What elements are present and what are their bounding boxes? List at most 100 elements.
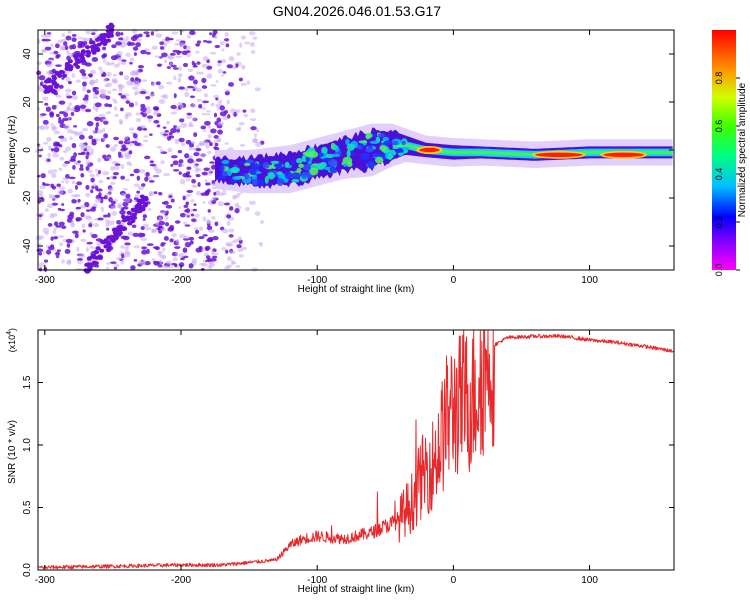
noise-speck <box>219 105 225 111</box>
noise-speck <box>69 44 74 50</box>
noise-speck <box>217 129 223 135</box>
noise-speck <box>42 96 49 101</box>
noise-speck <box>163 236 169 241</box>
noise-speck <box>209 161 215 164</box>
noise-speck <box>143 31 150 34</box>
noise-speck <box>103 133 109 139</box>
noise-speck <box>70 194 78 198</box>
colorbar-tick-label: 0.0 <box>714 264 724 277</box>
noise-speck <box>105 192 112 196</box>
noise-speck <box>259 220 264 224</box>
noise-speck <box>135 117 142 123</box>
noise-speck <box>159 210 166 214</box>
noise-speck <box>118 140 124 145</box>
noise-speck <box>130 81 134 86</box>
noise-speck <box>165 260 172 265</box>
noise-speck <box>169 224 175 231</box>
noise-speck <box>213 191 217 196</box>
noise-speck <box>177 77 182 83</box>
noise-speck <box>117 57 124 62</box>
noise-speck <box>254 87 262 92</box>
noise-speck <box>65 88 72 93</box>
noise-streak <box>94 250 100 255</box>
noise-speck <box>145 171 150 177</box>
noise-speck <box>80 173 85 178</box>
noise-speck <box>103 195 108 200</box>
noise-speck <box>140 237 147 242</box>
noise-speck <box>132 232 139 237</box>
noise-speck <box>162 265 169 269</box>
noise-speck <box>119 71 124 76</box>
signal-blob <box>345 138 350 146</box>
noise-speck <box>163 172 171 177</box>
noise-speck <box>238 121 245 126</box>
noise-speck <box>113 136 119 141</box>
noise-speck <box>133 168 141 174</box>
noise-speck <box>65 76 71 82</box>
noise-speck <box>202 100 209 104</box>
noise-speck <box>43 141 49 145</box>
noise-speck <box>66 259 72 265</box>
noise-speck <box>39 81 44 87</box>
noise-speck <box>144 176 149 182</box>
noise-streak <box>86 268 92 273</box>
noise-speck <box>190 213 195 217</box>
noise-speck <box>54 194 61 198</box>
noise-speck <box>177 73 183 78</box>
noise-speck <box>134 101 139 107</box>
noise-speck <box>102 58 107 63</box>
noise-speck <box>235 109 241 114</box>
noise-speck <box>215 190 221 193</box>
noise-speck <box>95 238 103 242</box>
noise-speck <box>153 110 159 116</box>
noise-speck <box>209 32 213 36</box>
noise-speck <box>140 49 147 55</box>
signal-blob <box>332 144 338 151</box>
noise-speck <box>145 33 150 38</box>
noise-speck <box>53 130 61 135</box>
noise-streak <box>51 81 57 86</box>
noise-speck <box>69 136 73 141</box>
noise-speck <box>136 38 142 42</box>
noise-speck <box>228 234 234 238</box>
noise-speck <box>74 104 81 111</box>
colorbar-ticks: 0.0 0.2 0.4 0.6 0.8 <box>714 72 740 277</box>
noise-speck <box>68 176 76 180</box>
noise-streak <box>90 49 96 54</box>
noise-speck <box>137 232 144 238</box>
noise-speck <box>235 127 240 132</box>
noise-speck <box>196 98 203 102</box>
noise-streak <box>134 204 140 209</box>
noise-speck <box>125 52 131 57</box>
signal-blob <box>377 133 385 138</box>
noise-speck <box>221 228 229 234</box>
noise-speck <box>242 109 247 113</box>
noise-speck <box>123 136 129 140</box>
noise-speck <box>195 167 202 171</box>
noise-speck <box>135 112 141 116</box>
noise-speck <box>187 68 194 73</box>
noise-speck <box>155 81 161 86</box>
spectrogram-peaks <box>416 146 648 159</box>
snr-x-tick-label: -200 <box>171 575 191 586</box>
noise-speck <box>159 56 163 59</box>
signal-blob <box>291 159 296 165</box>
noise-speck <box>221 246 227 251</box>
noise-speck <box>152 175 159 178</box>
noise-speck <box>252 36 258 40</box>
noise-streak <box>104 240 110 245</box>
noise-speck <box>46 63 53 66</box>
noise-speck <box>110 200 116 205</box>
noise-speck <box>86 89 91 94</box>
noise-speck <box>161 52 168 58</box>
noise-speck <box>104 219 110 224</box>
noise-speck <box>74 184 78 191</box>
noise-speck <box>193 62 197 67</box>
noise-speck <box>40 173 46 179</box>
noise-speck <box>189 30 196 36</box>
noise-speck <box>158 216 163 222</box>
noise-speck <box>58 135 65 139</box>
noise-speck <box>187 34 191 39</box>
noise-speck <box>241 64 246 70</box>
noise-speck <box>198 143 204 147</box>
